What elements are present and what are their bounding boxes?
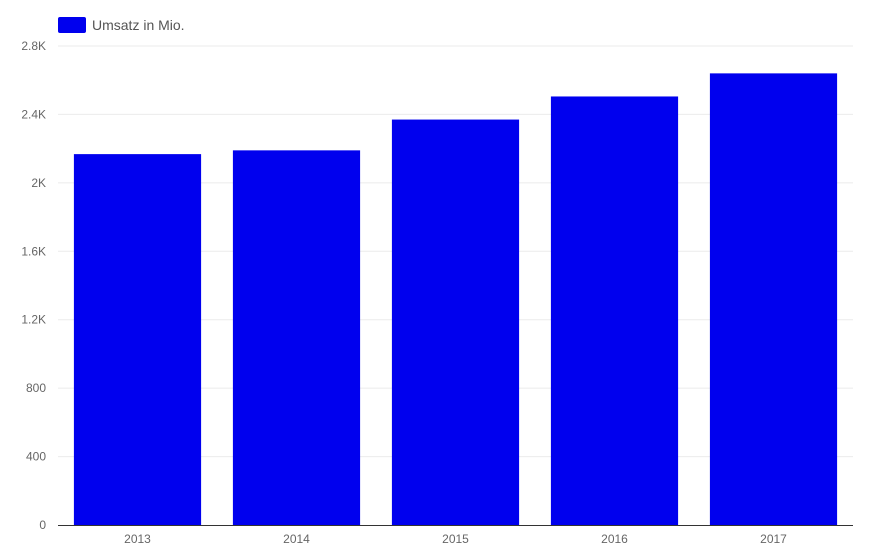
legend-swatch <box>58 17 86 33</box>
y-tick-label: 1.2K <box>21 313 46 327</box>
x-tick-label: 2013 <box>124 532 151 546</box>
bar-2013[interactable] <box>73 154 202 526</box>
x-tick-label: 2014 <box>283 532 310 546</box>
bar-2015[interactable] <box>391 119 520 525</box>
y-tick-labels: 0 400 800 1.2K 1.6K 2K 2.4K 2.8K <box>21 39 46 532</box>
bar-2014[interactable] <box>232 150 361 525</box>
y-tick-label: 2K <box>31 176 46 190</box>
y-tick-label: 2.8K <box>21 39 46 53</box>
legend-label: Umsatz in Mio. <box>92 17 185 33</box>
y-tick-label: 1.6K <box>21 244 46 258</box>
x-tick-label: 2015 <box>442 532 469 546</box>
y-tick-label: 800 <box>26 381 46 395</box>
y-tick-label: 400 <box>26 450 46 464</box>
x-tick-labels: 2013 2014 2015 2016 2017 <box>124 532 787 546</box>
legend: Umsatz in Mio. <box>58 16 185 34</box>
x-tick-label: 2017 <box>760 532 787 546</box>
y-tick-label: 0 <box>39 518 46 532</box>
bar-2017[interactable] <box>709 73 838 525</box>
x-tick-label: 2016 <box>601 532 628 546</box>
bar-2016[interactable] <box>550 96 679 526</box>
y-tick-label: 2.4K <box>21 107 46 121</box>
bars <box>73 73 838 526</box>
